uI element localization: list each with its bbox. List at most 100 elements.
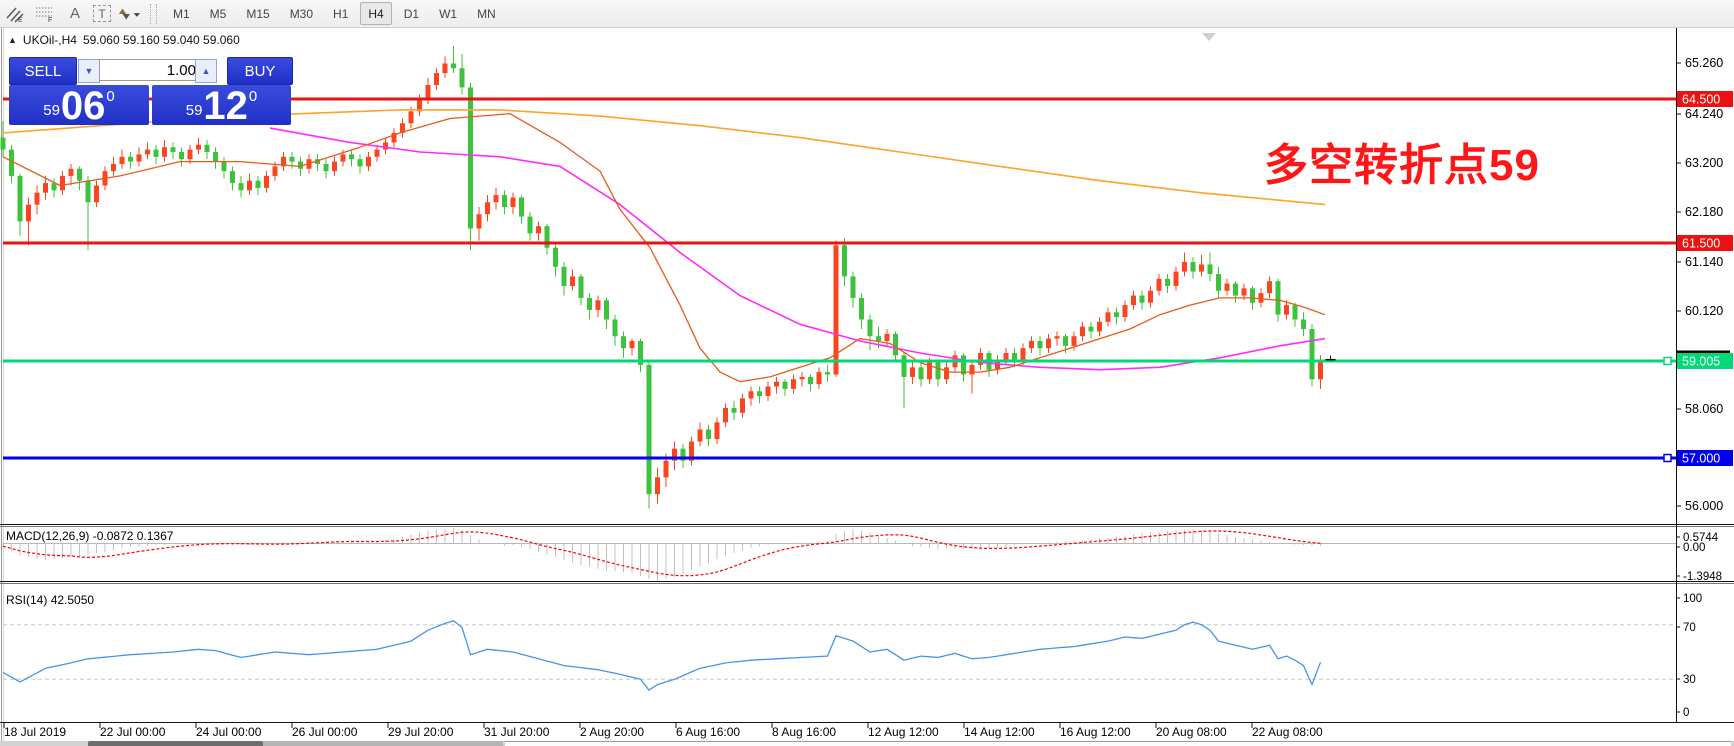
- tf-w1-button[interactable]: W1: [439, 6, 458, 21]
- macd-signal-line: [2, 530, 1321, 577]
- candle: [808, 376, 813, 385]
- candle: [1148, 290, 1153, 303]
- price-badge-label: 59.005: [1682, 355, 1720, 369]
- ohlc-values: 59.060 59.160 59.040 59.060: [82, 33, 240, 47]
- candle: [502, 195, 507, 208]
- bid-marker: [1677, 350, 1730, 355]
- line-studies-icon[interactable]: E: [3, 3, 27, 24]
- candle: [417, 99, 422, 112]
- volume-decrease-button[interactable]: ▼: [78, 59, 100, 83]
- buy-button[interactable]: BUY: [227, 57, 293, 85]
- candle: [1309, 329, 1315, 380]
- tf-m30-button[interactable]: M30: [289, 6, 314, 21]
- tf-d1-button[interactable]: D1: [403, 6, 420, 21]
- price-badge-label: 57.000: [1682, 452, 1720, 466]
- candle: [723, 407, 728, 423]
- macd-axis-label: -1.3948: [1683, 571, 1722, 583]
- candle: [1173, 271, 1179, 286]
- price-badge-label: 61.500: [1682, 237, 1720, 251]
- candle: [0, 137, 6, 150]
- candle: [1318, 359, 1323, 380]
- candle: [910, 367, 915, 377]
- collapse-arrow-icon[interactable]: ▲: [8, 35, 17, 45]
- candle: [1080, 326, 1085, 337]
- candle: [349, 154, 354, 160]
- hline-handle-57.000[interactable]: [1663, 453, 1672, 463]
- svg-text:F: F: [48, 17, 52, 23]
- tf-mn-button[interactable]: MN: [477, 6, 496, 21]
- candle: [629, 341, 635, 349]
- candle: [9, 149, 14, 176]
- toolbar-separator: [150, 3, 157, 24]
- candle: [510, 197, 516, 208]
- date-label: 22 Aug 08:00: [1252, 725, 1323, 739]
- candle: [77, 168, 82, 181]
- date-label: 26 Jul 00:00: [292, 725, 358, 739]
- candle: [1063, 336, 1068, 346]
- candle: [867, 319, 873, 337]
- price-tick-label: 65.260: [1685, 56, 1723, 70]
- price-badge-59.005: [1677, 353, 1733, 369]
- candle: [1114, 312, 1119, 318]
- text-label-icon[interactable]: A: [69, 5, 80, 22]
- candle: [119, 156, 125, 164]
- candle: [162, 147, 167, 157]
- buy-price-display[interactable]: 59 12 0: [152, 85, 291, 126]
- candle: [136, 154, 142, 162]
- price-tick-label: 58.060: [1685, 402, 1723, 416]
- candle: [1105, 312, 1111, 322]
- rsi-value: 42.5050: [50, 593, 95, 607]
- price-tick-label: 63.200: [1685, 156, 1723, 170]
- chart-annotation-text[interactable]: 多空转折点59: [1264, 141, 1540, 190]
- chart-tab[interactable]: [88, 741, 263, 746]
- tf-h4-button[interactable]: H4: [360, 2, 392, 25]
- candle: [527, 216, 533, 234]
- candle: [238, 183, 244, 191]
- candle: [1292, 305, 1298, 320]
- candle: [816, 372, 822, 385]
- tf-m1-button[interactable]: M1: [173, 6, 190, 21]
- candle: [1071, 336, 1077, 346]
- rsi-name: RSI(14): [6, 593, 48, 607]
- candle: [740, 398, 745, 413]
- candle: [1241, 288, 1247, 296]
- candle: [1301, 319, 1306, 330]
- hline-handle-59.005[interactable]: [1663, 356, 1672, 366]
- candle: [451, 63, 456, 69]
- candle: [374, 149, 380, 157]
- candle: [995, 360, 1000, 370]
- bottom-tab-strip: [0, 741, 1734, 746]
- macd-label: MACD(12,26,9) -0.0872 0.1367: [6, 529, 173, 543]
- macd-axis-label: 0.5744: [1683, 532, 1719, 544]
- candle: [595, 300, 601, 310]
- fibonacci-icon[interactable]: F: [33, 3, 57, 24]
- candle: [935, 362, 941, 380]
- candle: [1233, 283, 1238, 296]
- candle: [485, 202, 490, 215]
- candle: [204, 144, 210, 153]
- date-label: 8 Aug 16:00: [772, 725, 836, 739]
- candle: [850, 276, 856, 298]
- date-label: 16 Aug 12:00: [1060, 725, 1131, 739]
- chart-title: ▲ UKOil-,H4 59.060 59.160 59.040 59.060: [8, 33, 240, 47]
- tf-h1-button[interactable]: H1: [333, 6, 349, 21]
- sell-button[interactable]: SELL: [9, 57, 77, 85]
- text-box-icon[interactable]: T: [93, 5, 111, 22]
- candle: [578, 276, 584, 298]
- buy-price-prefix: 59: [185, 102, 203, 119]
- candle: [1003, 352, 1009, 361]
- tf-m15-button[interactable]: M15: [246, 6, 270, 21]
- candle: [493, 195, 499, 203]
- date-label: 24 Jul 00:00: [196, 725, 262, 739]
- candle: [272, 166, 278, 176]
- arrows-tool-icon[interactable]: [117, 3, 141, 24]
- volume-input[interactable]: 1.00: [99, 59, 203, 81]
- volume-increase-button[interactable]: ▲: [195, 59, 217, 83]
- candle: [969, 364, 975, 375]
- chart-shift-marker-icon[interactable]: [1202, 33, 1216, 41]
- tf-m5-button[interactable]: M5: [209, 6, 227, 21]
- candle: [170, 147, 176, 153]
- sell-price-display[interactable]: 59 06 0: [9, 85, 149, 126]
- candle: [842, 245, 847, 277]
